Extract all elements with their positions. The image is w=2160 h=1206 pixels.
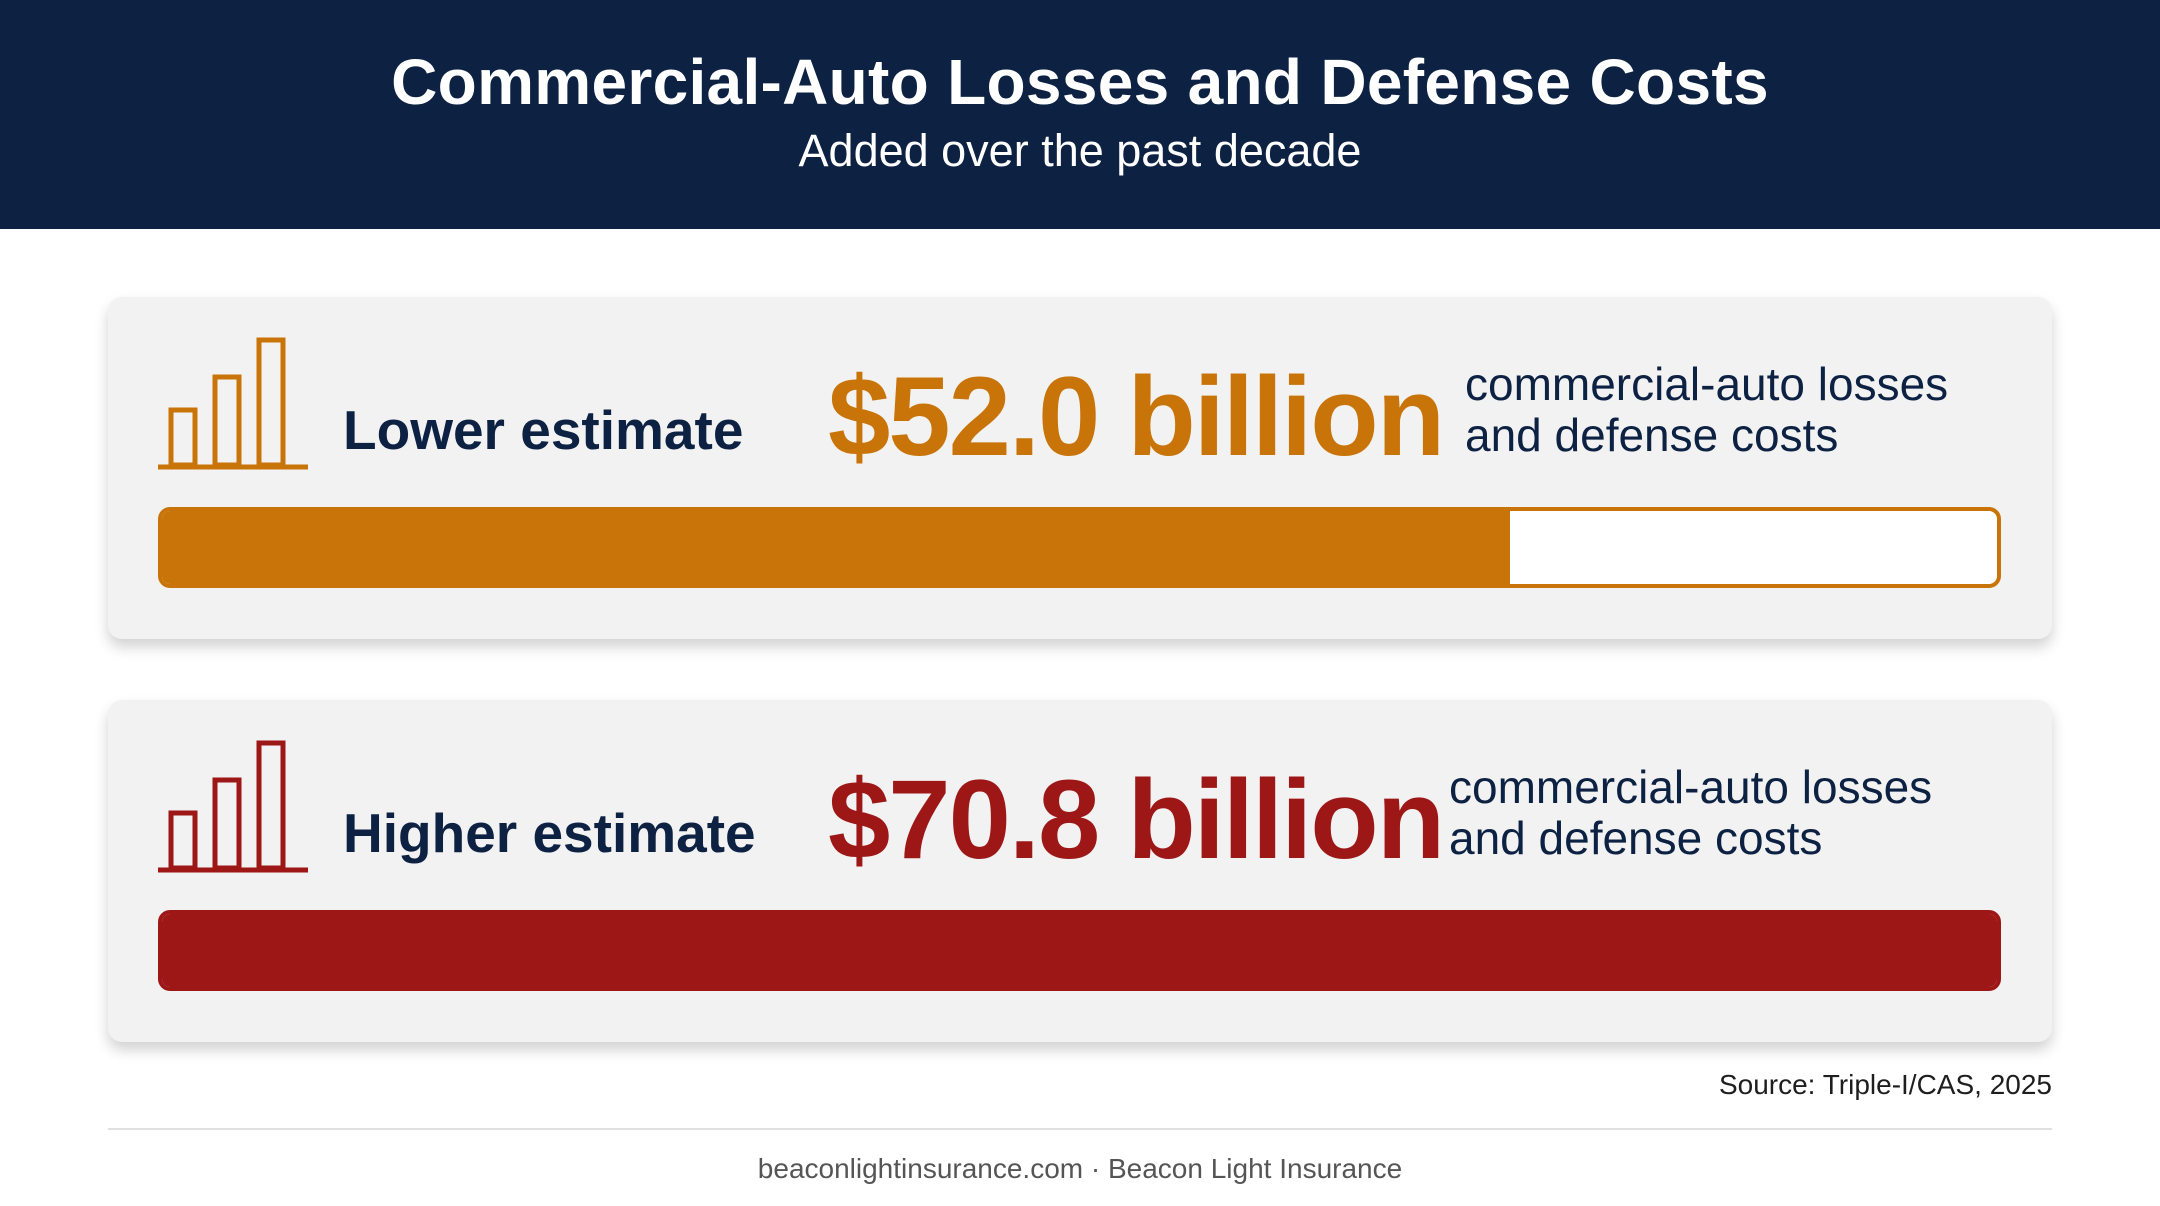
progress-fill [162, 914, 1997, 987]
footer-divider [108, 1128, 2052, 1130]
description-line-1: commercial-auto losses [1449, 761, 1933, 813]
progress-fill [162, 511, 1510, 584]
higher-estimate-card: Higher estimate $70.8 billion commercial… [108, 700, 2052, 1042]
page-subtitle: Added over the past decade [798, 125, 1362, 176]
estimate-label: Lower estimate [343, 399, 744, 461]
page-title: Commercial-Auto Losses and Defense Costs [391, 46, 1769, 118]
progress-track [158, 910, 2001, 991]
header-banner: Commercial-Auto Losses and Defense Costs… [0, 0, 2160, 229]
bar-chart-icon [158, 337, 308, 470]
description-line-2: and defense costs [1465, 409, 1839, 461]
estimate-value: $52.0 billion [828, 354, 1445, 479]
estimate-description: commercial-auto losses and defense costs [1465, 359, 1948, 461]
progress-track [158, 507, 2001, 588]
estimate-description: commercial-auto losses and defense costs [1449, 762, 1932, 864]
source-note: Source: Triple-I/CAS, 2025 [1718, 1069, 2052, 1100]
footer-text: beaconlightinsurance.com · Beacon Light … [757, 1153, 1403, 1184]
estimate-value: $70.8 billion [828, 757, 1445, 882]
lower-estimate-card: Lower estimate $52.0 billion commercial-… [108, 297, 2052, 639]
description-line-2: and defense costs [1449, 812, 1823, 864]
estimate-label: Higher estimate [343, 802, 756, 864]
bar-chart-icon [158, 740, 308, 873]
description-line-1: commercial-auto losses [1465, 358, 1949, 410]
